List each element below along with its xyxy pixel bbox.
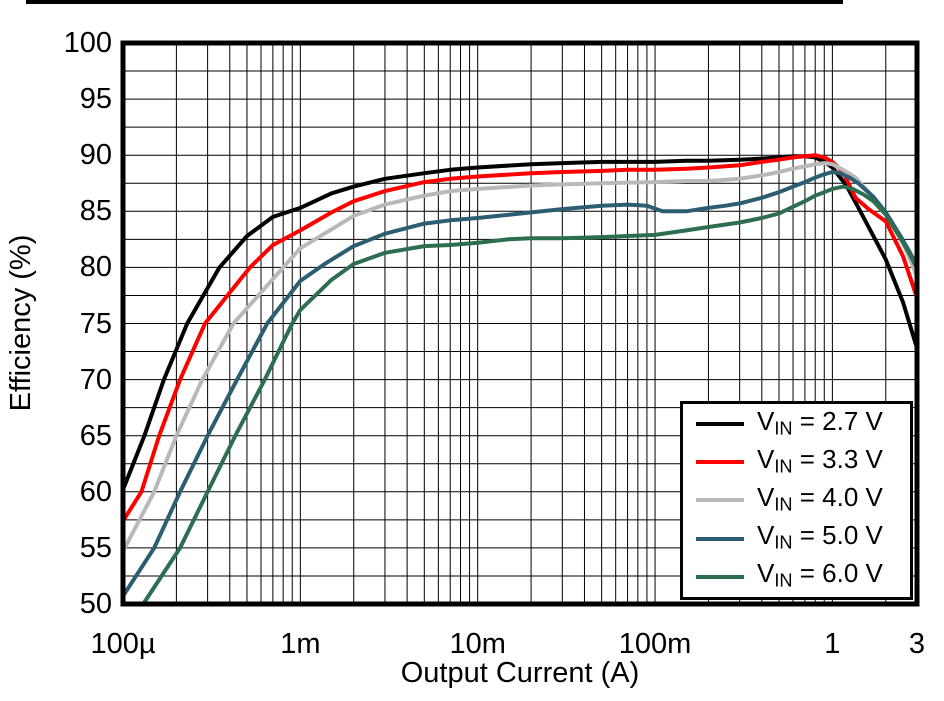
y-tick-label: 80 bbox=[79, 251, 112, 284]
series-line-vin-6.0-v bbox=[141, 184, 919, 606]
y-tick-label: 55 bbox=[79, 531, 112, 564]
legend-entry: VIN = 4.0 V bbox=[683, 483, 910, 519]
x-tick-label: 100µ bbox=[90, 628, 156, 660]
x-tick-label: 1m bbox=[280, 628, 321, 660]
legend-line-sample bbox=[696, 498, 744, 503]
legend-entry: VIN = 6.0 V bbox=[683, 559, 910, 595]
y-tick-label: 50 bbox=[79, 588, 112, 620]
y-tick-label: 85 bbox=[79, 195, 112, 228]
series-line-vin-4.0-v bbox=[121, 161, 919, 553]
y-tick-label: 90 bbox=[79, 139, 112, 172]
x-tick-label: 1 bbox=[824, 628, 841, 660]
y-tick-label: 100 bbox=[63, 27, 112, 59]
plot-frame bbox=[120, 40, 920, 607]
legend-label: VIN = 3.3 V bbox=[757, 443, 883, 477]
legend-entry: VIN = 3.3 V bbox=[683, 445, 910, 481]
legend-entry: VIN = 2.7 V bbox=[683, 407, 910, 443]
y-axis-title: Efficiency (%) bbox=[5, 234, 37, 412]
x-tick-label: 10m bbox=[449, 628, 506, 660]
legend-line-sample bbox=[696, 574, 744, 579]
legend-box: VIN = 2.7 V VIN = 3.3 V VIN = 4.0 V VIN = 5… bbox=[680, 401, 913, 600]
legend-label: VIN = 6.0 V bbox=[757, 557, 883, 591]
figure-top-border bbox=[26, 0, 843, 4]
legend-line-sample bbox=[696, 422, 744, 427]
x-tick-label: 3 bbox=[908, 628, 926, 660]
y-tick-label: 70 bbox=[79, 363, 112, 396]
legend-label: VIN = 5.0 V bbox=[757, 519, 883, 553]
y-tick-label: 95 bbox=[79, 83, 112, 116]
x-axis-title: Output Current (A) bbox=[400, 657, 640, 689]
x-tick-label: 100m bbox=[618, 628, 692, 660]
series-line-vin-5.0-v bbox=[121, 170, 919, 598]
legend-line-sample bbox=[696, 536, 744, 541]
y-tick-label: 65 bbox=[79, 419, 112, 452]
legend-label: VIN = 4.0 V bbox=[757, 481, 883, 515]
y-tick-label: 60 bbox=[79, 475, 112, 508]
legend-line-sample bbox=[696, 460, 744, 465]
legend-label: VIN = 2.7 V bbox=[757, 405, 883, 439]
y-tick-label: 75 bbox=[79, 307, 112, 340]
legend-entry: VIN = 5.0 V bbox=[683, 521, 910, 557]
